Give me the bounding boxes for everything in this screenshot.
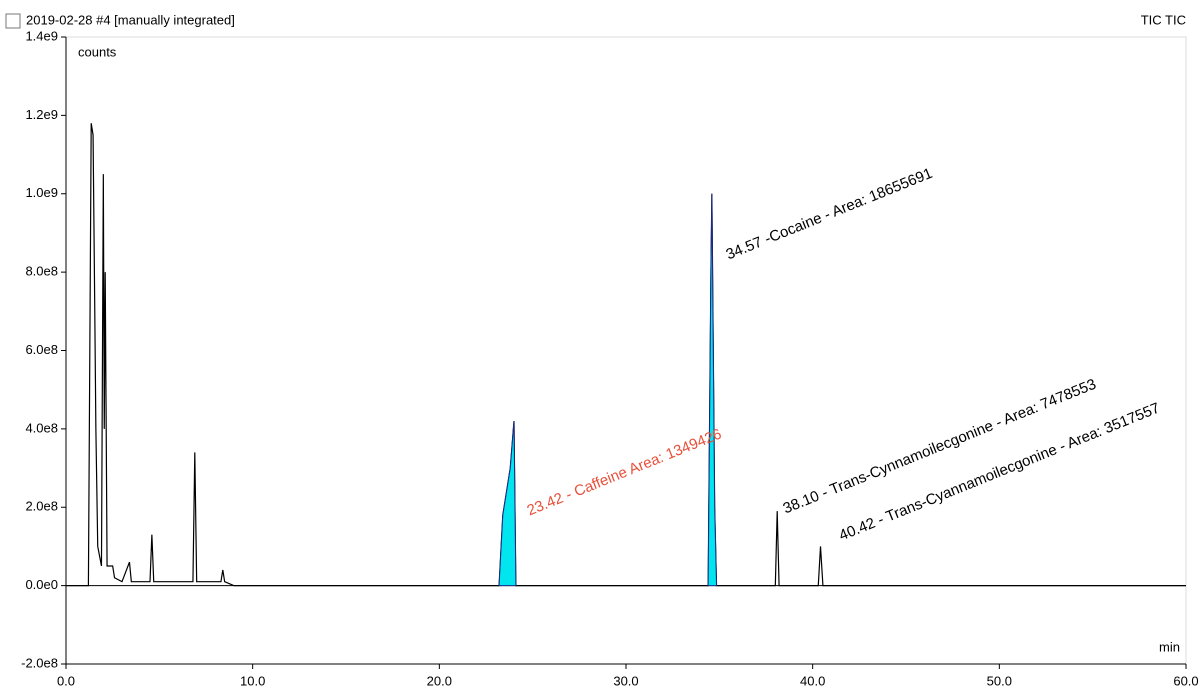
x-tick-label: 50.0: [987, 673, 1012, 688]
x-tick-label: 10.0: [240, 673, 265, 688]
plot-frame: [65, 36, 1187, 665]
y-tick-label: 4.0e8: [25, 420, 58, 435]
y-tick-label: 6.0e8: [25, 342, 58, 357]
annotation: 23.42 - Caffeine Area: 1349426: [525, 426, 724, 520]
y-tick-label: 8.0e8: [25, 264, 58, 279]
x-tick-label: 0.0: [57, 673, 75, 688]
x-axis-label: min: [1159, 639, 1180, 654]
y-tick-label: 1.4e9: [25, 28, 58, 43]
integrated-peak: [707, 193, 718, 587]
y-axis-label: counts: [78, 44, 117, 59]
x-tick-label: 40.0: [800, 673, 825, 688]
y-tick-label: 1.0e9: [25, 185, 58, 200]
trace-line: [66, 123, 1186, 587]
y-tick-label: -2.0e8: [21, 655, 58, 670]
x-tick-label: 60.0: [1173, 673, 1198, 688]
x-tick-label: 20.0: [427, 673, 452, 688]
icon: [5, 13, 21, 29]
y-tick-label: 0.0e0: [25, 577, 58, 592]
integrated-peak: [498, 421, 517, 587]
trace-label: TIC TIC: [1141, 12, 1186, 27]
x-tick-label: 30.0: [613, 673, 638, 688]
plot-area: -2.0e8 0.0e0 2.0e8 4.0e8 6.0e8 8.0e8 1.0e9 1.2e…: [21, 28, 1199, 688]
chart-title: 2019-02-28 #4 [manually integrated]: [26, 12, 235, 27]
y-tick-label: 2.0e8: [25, 499, 58, 514]
annotation: 34.57 -Cocaine - Area: 18655691: [724, 165, 935, 264]
y-tick-label: 1.2e9: [25, 107, 58, 122]
